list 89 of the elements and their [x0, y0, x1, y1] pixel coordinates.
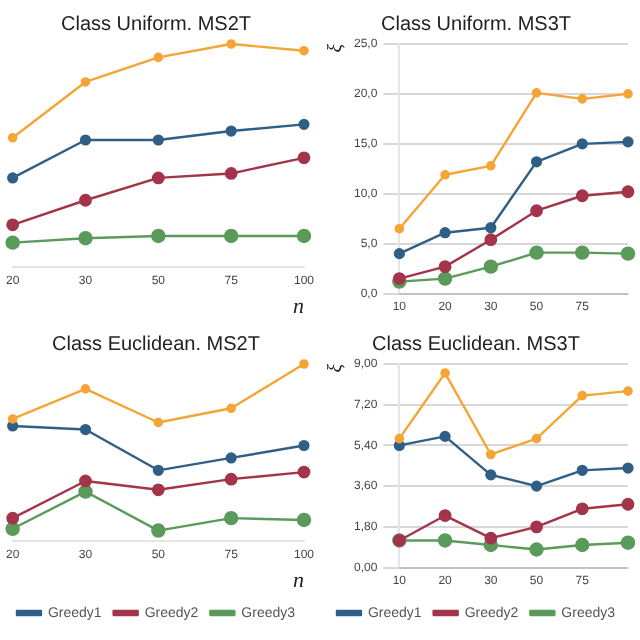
point [296, 228, 312, 244]
point [622, 136, 634, 148]
point [484, 531, 498, 545]
point [7, 132, 18, 143]
chart-title: Class Euclidean. MS3T [372, 333, 580, 356]
point [299, 359, 309, 369]
point [530, 204, 543, 218]
point [225, 125, 237, 137]
point [223, 228, 239, 244]
point [622, 462, 634, 474]
point [151, 523, 166, 538]
point [394, 433, 405, 444]
point [79, 134, 92, 146]
point [531, 88, 542, 98]
point [78, 484, 93, 499]
point [486, 161, 496, 171]
point [79, 474, 92, 488]
point [529, 245, 544, 260]
point [576, 138, 588, 150]
point [5, 235, 20, 250]
point [6, 218, 20, 232]
point [153, 52, 164, 63]
x-axis-title: n [292, 568, 305, 593]
point [440, 169, 450, 180]
point [621, 185, 635, 199]
point [224, 472, 238, 486]
point [80, 77, 91, 87]
point [485, 222, 497, 234]
point [530, 480, 543, 492]
point [439, 227, 451, 239]
point [297, 465, 311, 479]
point [484, 233, 498, 247]
point [577, 390, 588, 401]
chart-title: Class Uniform. MS2T [60, 13, 252, 36]
point [151, 171, 165, 185]
chart-title: Class Euclidean. MS2T [52, 333, 260, 356]
point [296, 512, 312, 528]
point [79, 423, 92, 436]
point [298, 118, 310, 130]
point [223, 510, 239, 526]
point [620, 246, 636, 261]
point [152, 464, 164, 476]
point [529, 542, 544, 557]
point [483, 259, 499, 274]
point [575, 502, 589, 516]
point [530, 156, 543, 168]
y-axis-title: ξ [325, 42, 348, 53]
point [531, 433, 542, 444]
x-axis-title: n [292, 294, 305, 319]
point [437, 271, 453, 286]
point [577, 94, 588, 104]
point [226, 403, 236, 414]
point [153, 417, 164, 428]
point [575, 245, 590, 260]
point [394, 223, 405, 234]
point [621, 497, 635, 511]
point [151, 483, 165, 497]
point [623, 89, 633, 99]
point [79, 193, 92, 207]
point [226, 39, 236, 49]
point [620, 535, 636, 550]
point [437, 533, 453, 548]
point [440, 368, 450, 378]
point [225, 452, 237, 464]
point [7, 172, 19, 184]
point [576, 464, 588, 476]
point [485, 469, 497, 481]
point [393, 248, 405, 260]
point [5, 521, 20, 536]
point [623, 386, 633, 396]
point [151, 228, 166, 244]
point [297, 151, 311, 165]
chart-title: Class Uniform. MS3T [380, 13, 572, 36]
point [7, 414, 18, 424]
point [78, 230, 93, 246]
y-axis-title: ξ [325, 362, 348, 373]
point [224, 167, 238, 180]
point [152, 134, 164, 146]
point [80, 384, 91, 394]
point [530, 520, 543, 534]
point [6, 511, 20, 525]
point [575, 537, 590, 553]
point [575, 189, 589, 203]
point [299, 45, 309, 56]
point [439, 430, 451, 442]
point [438, 509, 452, 522]
point [486, 449, 496, 460]
point [298, 439, 310, 452]
point [438, 260, 452, 274]
